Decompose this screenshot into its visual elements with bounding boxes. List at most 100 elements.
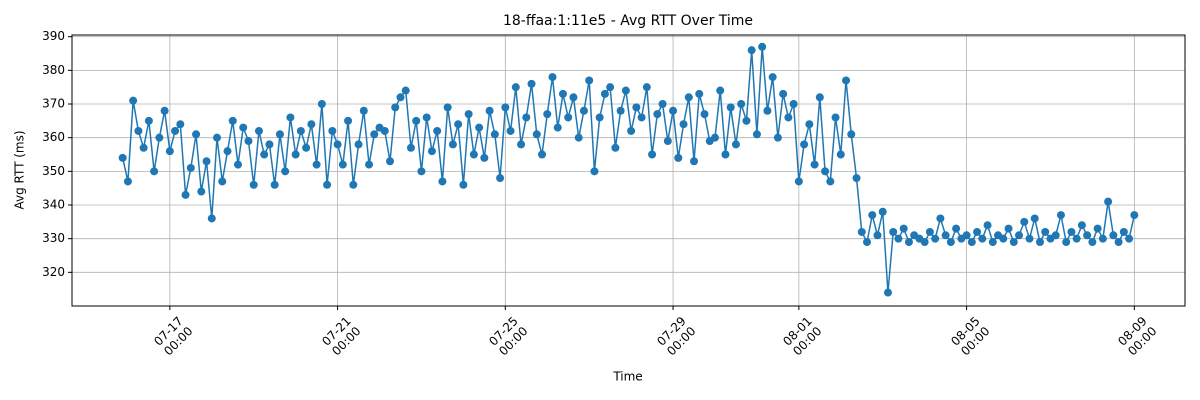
data-point — [1067, 227, 1076, 236]
data-point — [181, 190, 190, 199]
data-point — [768, 73, 777, 82]
data-point — [233, 160, 242, 169]
data-point — [443, 103, 452, 112]
data-point — [737, 100, 746, 109]
data-point — [192, 130, 201, 139]
data-point — [291, 150, 300, 159]
data-point — [249, 180, 258, 189]
data-point — [611, 143, 620, 152]
data-point — [427, 147, 436, 156]
data-point — [517, 140, 526, 149]
data-point — [747, 46, 756, 55]
data-point — [815, 93, 824, 102]
data-point — [962, 231, 971, 240]
data-point — [223, 147, 232, 156]
data-point — [794, 177, 803, 186]
data-point — [186, 163, 195, 172]
data-point — [396, 93, 405, 102]
data-point — [480, 153, 489, 162]
data-point — [716, 86, 725, 95]
data-point — [1077, 221, 1086, 230]
data-point — [1083, 231, 1092, 240]
data-point — [690, 157, 699, 166]
y-tick-label: 350 — [42, 164, 65, 178]
data-point — [653, 110, 662, 119]
data-point — [773, 133, 782, 142]
data-point — [307, 120, 316, 129]
data-point — [700, 110, 709, 119]
data-point — [144, 116, 153, 125]
data-point — [218, 177, 227, 186]
data-point — [506, 126, 515, 135]
data-point — [1035, 238, 1044, 247]
data-point — [1020, 217, 1029, 226]
y-tick-label: 340 — [42, 198, 65, 212]
grid — [72, 35, 1185, 306]
data-point — [936, 214, 945, 223]
data-point — [522, 113, 531, 122]
data-point — [742, 116, 751, 125]
data-point — [532, 130, 541, 139]
data-point — [448, 140, 457, 149]
data-point — [679, 120, 688, 129]
data-point — [469, 150, 478, 159]
data-point — [433, 126, 442, 135]
data-point — [579, 106, 588, 115]
data-point — [952, 224, 961, 233]
data-point — [281, 167, 290, 176]
data-point — [344, 116, 353, 125]
data-point — [873, 231, 882, 240]
data-point — [857, 227, 866, 236]
data-point — [810, 160, 819, 169]
data-point — [826, 177, 835, 186]
data-point — [616, 106, 625, 115]
y-tick-label: 360 — [42, 130, 65, 144]
data-point — [669, 106, 678, 115]
data-point — [349, 180, 358, 189]
data-point — [800, 140, 809, 149]
data-point — [988, 238, 997, 247]
data-point — [265, 140, 274, 149]
data-point — [663, 137, 672, 146]
data-point — [328, 126, 337, 135]
y-tick-label: 390 — [42, 29, 65, 43]
data-point — [260, 150, 269, 159]
data-point — [459, 180, 468, 189]
data-point — [978, 234, 987, 243]
data-point — [763, 106, 772, 115]
data-point — [543, 110, 552, 119]
data-point — [731, 140, 740, 149]
data-point — [417, 167, 426, 176]
data-point — [391, 103, 400, 112]
data-point — [674, 153, 683, 162]
data-point — [386, 157, 394, 166]
plot-frame — [71, 34, 1186, 307]
y-tick-label: 330 — [42, 231, 65, 245]
data-point — [621, 86, 630, 95]
data-point — [475, 123, 484, 132]
data-point — [999, 234, 1008, 243]
data-point — [202, 157, 211, 166]
data-point — [485, 106, 494, 115]
data-point — [946, 238, 955, 247]
data-point — [883, 288, 892, 297]
data-point — [658, 100, 667, 109]
data-point — [207, 214, 216, 223]
data-point — [721, 150, 730, 159]
data-point — [726, 103, 735, 112]
data-point — [129, 96, 138, 105]
data-point — [244, 137, 253, 146]
data-point — [569, 93, 578, 102]
data-point — [931, 234, 940, 243]
data-point — [160, 106, 169, 115]
data-point — [1109, 231, 1118, 240]
data-point — [836, 150, 845, 159]
data-point — [490, 130, 499, 139]
data-point — [275, 130, 284, 139]
data-point — [925, 227, 934, 236]
data-point — [296, 126, 305, 135]
data-point — [779, 89, 788, 98]
data-point — [239, 123, 248, 132]
